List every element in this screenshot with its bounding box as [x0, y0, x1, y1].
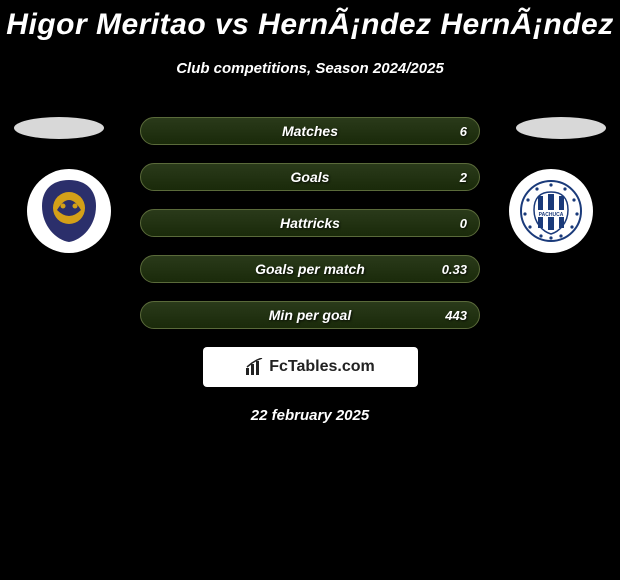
stat-right-value: 2 — [460, 170, 467, 185]
date-text: 22 february 2025 — [0, 407, 620, 424]
pumas-crest-icon — [34, 176, 104, 246]
club-crest-right: PACHUCA — [509, 169, 593, 253]
stat-row-min-per-goal: Min per goal 443 — [140, 301, 480, 329]
brand-text: FcTables.com — [269, 358, 375, 376]
stat-label: Matches — [282, 123, 338, 139]
pachuca-crest-icon: PACHUCA — [516, 176, 586, 246]
stats-list: Matches 6 Goals 2 Hattricks 0 Goals per … — [140, 117, 480, 329]
stat-label: Hattricks — [280, 215, 340, 231]
stat-right-value: 443 — [445, 308, 467, 323]
stat-row-matches: Matches 6 — [140, 117, 480, 145]
stat-right-value: 6 — [460, 124, 467, 139]
stat-label: Goals — [291, 169, 330, 185]
stat-label: Min per goal — [269, 307, 351, 323]
flag-right — [516, 117, 606, 139]
stat-label: Goals per match — [255, 261, 365, 277]
svg-text:PACHUCA: PACHUCA — [539, 212, 564, 218]
club-crest-left — [27, 169, 111, 253]
brand-link[interactable]: FcTables.com — [203, 347, 418, 387]
stat-row-hattricks: Hattricks 0 — [140, 209, 480, 237]
stat-right-value: 0.33 — [442, 262, 467, 277]
stat-row-goals: Goals 2 — [140, 163, 480, 191]
page-title: Higor Meritao vs HernÃ¡ndez HernÃ¡ndez — [0, 0, 620, 42]
subtitle: Club competitions, Season 2024/2025 — [0, 60, 620, 77]
chart-icon — [245, 358, 265, 376]
flag-left — [14, 117, 104, 139]
comparison-container: PACHUCA Matches 6 Goals 2 Hattricks 0 Go… — [0, 117, 620, 387]
stat-right-value: 0 — [460, 216, 467, 231]
stat-row-goals-per-match: Goals per match 0.33 — [140, 255, 480, 283]
